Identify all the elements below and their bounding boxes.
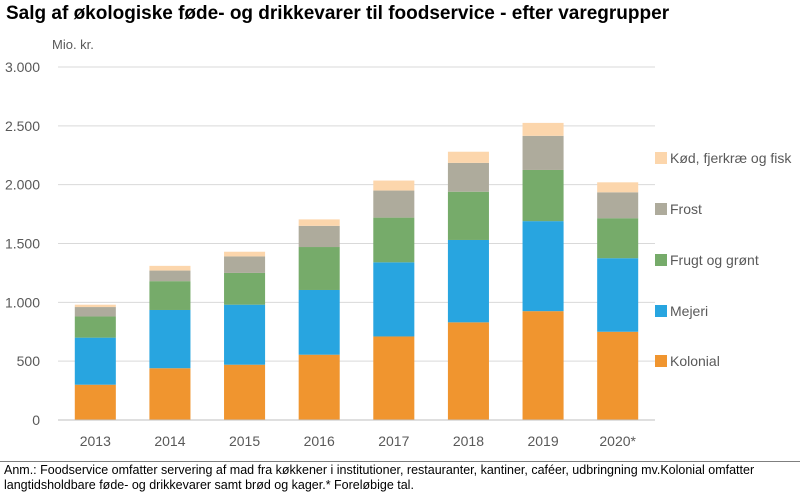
bar-segment-frost-2014 [149, 270, 191, 282]
note-divider [0, 461, 800, 462]
bar-segment-kolonial-2016 [298, 354, 340, 420]
bar-segment-frost-2018 [447, 162, 489, 192]
bar-segment-frugt-og-grønt-2019 [522, 169, 564, 222]
bar-segment-mejeri-2016 [298, 289, 340, 355]
legend: Kød, fjerkræ og fisk Frost Frugt og grønt M… [655, 150, 792, 369]
bar-segment-mejeri-2018 [447, 239, 489, 323]
y-axis-label: Mio. kr. [52, 37, 94, 52]
bar-segment-kolonial-2017 [373, 336, 415, 420]
x-tick-label: 2019 [527, 433, 558, 449]
y-tick-label: 0 [32, 412, 40, 428]
legend-swatch [655, 254, 667, 266]
bar-segment-mejeri-2020 [597, 258, 639, 332]
bar-segment-kolonial-2013 [74, 384, 116, 420]
x-tick-label: 2015 [229, 433, 260, 449]
bar-segment-frugt-og-grønt-2014 [149, 281, 191, 310]
bar-segment-frost-2019 [522, 135, 564, 170]
legend-swatch [655, 152, 667, 164]
x-tick-label: 2017 [378, 433, 409, 449]
footnote: Anm.: Foodservice omfatter servering af … [4, 463, 755, 492]
bar-segment-kød-fjerkræ-og-fisk-2017 [373, 180, 415, 191]
bar-segment-kød-fjerkræ-og-fisk-2013 [74, 304, 116, 308]
x-tick-label: 2013 [80, 433, 111, 449]
bar-segment-kolonial-2019 [522, 311, 564, 420]
legend-label: Kød, fjerkræ og fisk [670, 150, 792, 166]
bar-segment-frost-2020 [597, 192, 639, 219]
chart-title: Salg af økologiske føde- og drikkevarer … [6, 3, 670, 24]
y-tick-label: 1.000 [5, 294, 40, 310]
x-tick-label: 2016 [304, 433, 335, 449]
bar-segment-mejeri-2013 [74, 337, 116, 385]
bar-segment-frost-2016 [298, 225, 340, 248]
bar-segment-frugt-og-grønt-2016 [298, 247, 340, 290]
stacked-bar-chart: Mio. kr. 0 500 1.000 1.500 2.000 2.500 3.000 20… [5, 37, 792, 449]
bar-segment-frugt-og-grønt-2013 [74, 316, 116, 338]
bar-segment-kød-fjerkræ-og-fisk-2015 [224, 251, 266, 257]
bar-segment-frugt-og-grønt-2017 [373, 217, 415, 263]
bar-segment-kolonial-2020 [597, 331, 639, 420]
bar-segment-frost-2015 [224, 256, 266, 273]
bar-segment-kolonial-2015 [224, 364, 266, 420]
bar-segment-mejeri-2019 [522, 221, 564, 312]
legend-swatch [655, 305, 667, 317]
legend-label: Frugt og grønt [670, 252, 759, 268]
legend-swatch [655, 203, 667, 215]
bar-segment-frugt-og-grønt-2018 [447, 191, 489, 240]
y-tick-label: 1.500 [5, 236, 40, 252]
bar-segment-kolonial-2018 [447, 322, 489, 420]
legend-label: Frost [670, 201, 702, 217]
bar-segment-mejeri-2017 [373, 262, 415, 337]
bar-segment-frost-2017 [373, 190, 415, 218]
bar-segment-frugt-og-grønt-2020 [597, 218, 639, 259]
x-tick-label: 2020* [599, 433, 636, 449]
y-tick-label: 500 [17, 353, 41, 369]
y-tick-label: 3.000 [5, 59, 40, 75]
bar-segment-kød-fjerkræ-og-fisk-2014 [149, 265, 191, 271]
bar-segment-kød-fjerkræ-og-fisk-2019 [522, 122, 564, 136]
y-tick-label: 2.000 [5, 177, 40, 193]
bar-segment-kød-fjerkræ-og-fisk-2018 [447, 151, 489, 163]
x-tick-label: 2018 [453, 433, 484, 449]
bars [74, 122, 639, 420]
axes: 0 500 1.000 1.500 2.000 2.500 3.000 2013 2014 201… [5, 59, 655, 449]
legend-label: Kolonial [670, 353, 720, 369]
bar-segment-mejeri-2014 [149, 309, 191, 369]
x-tick-label: 2014 [154, 433, 185, 449]
bar-segment-frugt-og-grønt-2015 [224, 272, 266, 305]
gridlines [58, 66, 655, 362]
bar-segment-frost-2013 [74, 307, 116, 317]
y-tick-label: 2.500 [5, 118, 40, 134]
bar-segment-kolonial-2014 [149, 368, 191, 420]
legend-swatch [655, 355, 667, 367]
bar-segment-kød-fjerkræ-og-fisk-2016 [298, 219, 340, 226]
bar-segment-mejeri-2015 [224, 304, 266, 365]
legend-label: Mejeri [670, 303, 708, 319]
bar-segment-kød-fjerkræ-og-fisk-2020 [597, 182, 639, 193]
